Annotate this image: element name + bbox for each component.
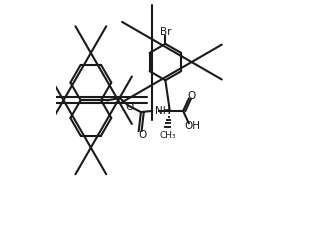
Text: OH: OH (184, 121, 200, 131)
Text: O: O (188, 91, 196, 101)
Text: NH: NH (155, 106, 170, 116)
Text: CH₃: CH₃ (159, 130, 176, 140)
Text: O: O (139, 130, 147, 140)
Text: O: O (126, 102, 134, 112)
Text: Br: Br (159, 27, 171, 37)
